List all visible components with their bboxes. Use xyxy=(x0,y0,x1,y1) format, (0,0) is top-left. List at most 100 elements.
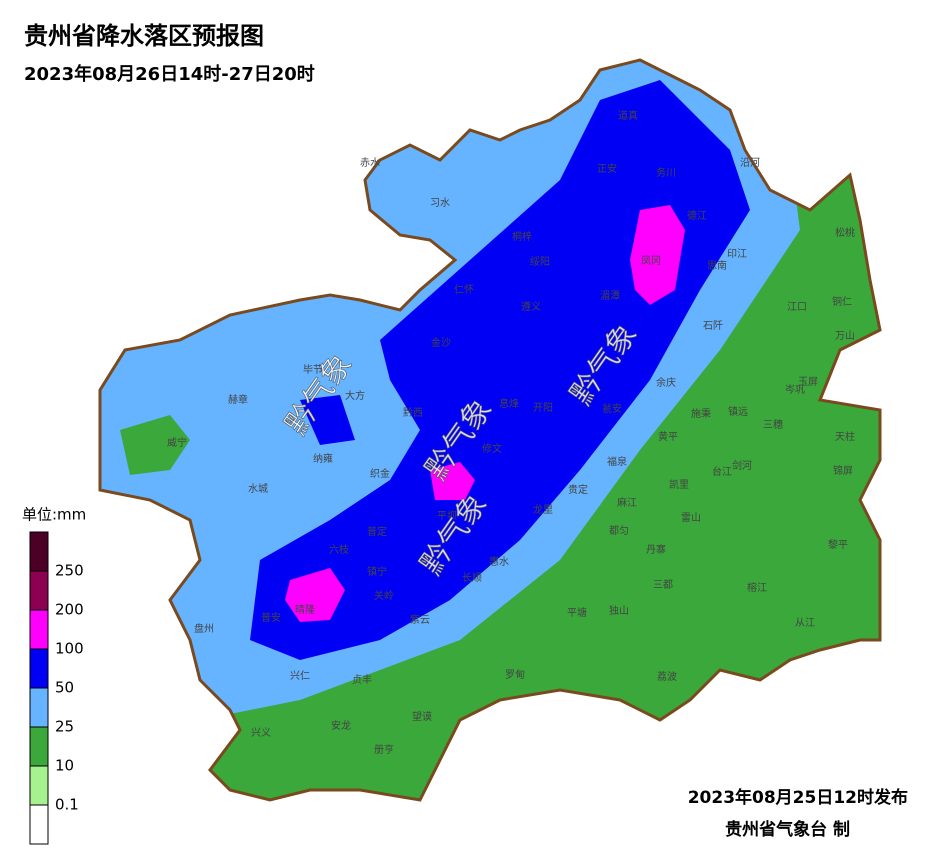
area-10 xyxy=(120,415,190,475)
title: 贵州省降水落区预报图 xyxy=(24,22,264,50)
county-label: 湄潭 xyxy=(600,290,620,302)
legend-swatch xyxy=(29,687,49,728)
county-label: 锦屏 xyxy=(833,464,853,477)
county-label: 六枝 xyxy=(329,543,349,556)
county-label: 仁怀 xyxy=(454,284,474,296)
county-label: 台江 xyxy=(712,465,732,478)
county-label: 赤水 xyxy=(360,157,380,169)
county-label: 三都 xyxy=(653,579,673,591)
county-label: 剑河 xyxy=(732,459,752,472)
county-label: 黎平 xyxy=(828,538,848,551)
legend: 250 200 100 50 25 10 0.1 xyxy=(29,531,84,845)
county-label: 都匀 xyxy=(609,525,629,537)
county-label: 金沙 xyxy=(431,336,451,349)
county-label: 江口 xyxy=(787,301,807,313)
county-label: 遵义 xyxy=(521,300,541,313)
county-label: 玉屏 xyxy=(798,376,818,388)
county-label: 石阡 xyxy=(703,320,723,332)
county-label: 毕节 xyxy=(303,363,323,376)
county-label: 册亨 xyxy=(374,743,394,756)
county-label: 望谟 xyxy=(412,710,432,723)
legend-swatch xyxy=(29,765,49,806)
county-label: 余庆 xyxy=(656,376,676,389)
county-label: 丹寨 xyxy=(646,543,666,556)
county-label: 盘州 xyxy=(194,622,214,635)
county-label: 普定 xyxy=(367,525,387,538)
legend-swatch xyxy=(29,609,49,650)
legend-label: 10 xyxy=(55,757,74,775)
area-100 xyxy=(630,205,685,305)
county-label: 镇宁 xyxy=(367,565,387,578)
county-label: 天柱 xyxy=(835,430,855,443)
county-label: 龙里 xyxy=(533,503,553,516)
area-50 xyxy=(300,395,355,445)
county-label: 福泉 xyxy=(607,455,627,468)
area-100 xyxy=(285,568,345,622)
legend-label: 25 xyxy=(55,718,74,736)
county-label: 威宁 xyxy=(167,436,187,449)
county-label: 纳雍 xyxy=(313,452,333,465)
county-label: 瓮安 xyxy=(602,402,622,415)
county-label: 独山 xyxy=(609,604,629,617)
county-label: 安龙 xyxy=(331,719,351,732)
county-label: 思南 xyxy=(707,259,727,272)
county-label: 平塘 xyxy=(567,606,587,619)
county-label: 水城 xyxy=(248,483,268,495)
county-label: 荔波 xyxy=(657,670,677,683)
county-label: 惠水 xyxy=(489,555,509,568)
county-label: 罗甸 xyxy=(505,668,525,681)
legend-swatch xyxy=(29,804,49,845)
county-label: 织金 xyxy=(370,467,390,480)
county-label: 习水 xyxy=(430,197,450,209)
legend-label: 50 xyxy=(55,679,74,697)
county-label: 平坝 xyxy=(437,510,457,522)
county-label: 施秉 xyxy=(691,407,711,420)
county-label: 桐梓 xyxy=(512,230,532,243)
county-label: 黄平 xyxy=(658,430,678,443)
county-label: 普安 xyxy=(261,611,281,624)
county-label: 紫云 xyxy=(410,614,430,626)
legend-label: 100 xyxy=(55,640,84,658)
county-label: 兴义 xyxy=(251,727,271,739)
issuer: 贵州省气象台 制 xyxy=(725,819,850,840)
county-label: 关岭 xyxy=(374,589,394,602)
subtitle: 2023年08月26日14时-27日20时 xyxy=(24,63,315,85)
county-label: 务川 xyxy=(656,166,676,179)
county-label: 赫章 xyxy=(228,393,248,406)
county-label: 长顺 xyxy=(462,572,482,584)
county-label: 正安 xyxy=(597,162,617,175)
county-label: 晴隆 xyxy=(295,603,315,616)
legend-swatch xyxy=(29,726,49,767)
county-label: 兴仁 xyxy=(290,670,310,682)
county-label: 贞丰 xyxy=(352,673,372,686)
county-label: 绥阳 xyxy=(530,256,550,268)
county-label: 沿河 xyxy=(740,157,760,169)
county-label: 榕江 xyxy=(747,581,767,594)
county-label: 麻江 xyxy=(617,496,637,509)
legend-swatch xyxy=(29,570,49,611)
county-label: 贵定 xyxy=(568,483,588,496)
county-label: 道真 xyxy=(618,109,638,122)
county-label: 松桃 xyxy=(835,226,855,239)
legend-label: 200 xyxy=(55,601,84,619)
legend-unit: 单位:mm xyxy=(22,506,86,524)
issued: 2023年08月25日12时发布 xyxy=(688,787,908,808)
area-50 xyxy=(250,80,750,660)
legend-swatch xyxy=(29,648,49,689)
county-label: 凤冈 xyxy=(641,255,661,267)
legend-label: 250 xyxy=(55,562,84,580)
county-label: 万山 xyxy=(835,330,855,342)
county-label: 凯里 xyxy=(669,478,689,491)
county-label: 三穗 xyxy=(763,418,783,431)
county-label: 开阳 xyxy=(533,402,553,414)
county-label: 雷山 xyxy=(681,512,701,524)
county-label: 修文 xyxy=(482,442,502,455)
county-label: 镇远 xyxy=(728,405,748,418)
county-label: 铜仁 xyxy=(832,296,852,308)
area-100 xyxy=(430,462,475,500)
county-label: 德江 xyxy=(687,209,707,222)
legend-swatch xyxy=(29,531,49,572)
